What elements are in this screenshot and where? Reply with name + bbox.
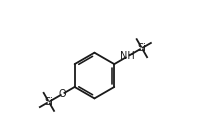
Text: NH: NH (120, 52, 135, 61)
Text: Si: Si (137, 43, 146, 53)
Text: O: O (59, 89, 66, 99)
Text: Si: Si (44, 97, 53, 107)
